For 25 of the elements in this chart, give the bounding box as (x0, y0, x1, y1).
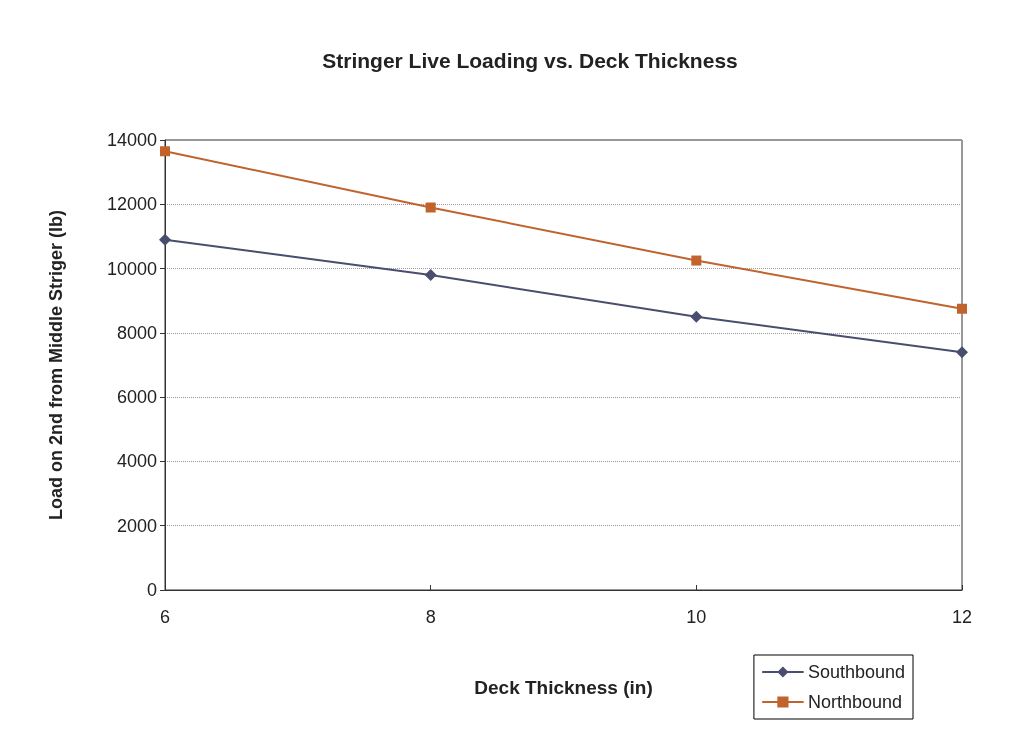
y-tick-label: 4000 (116, 451, 157, 472)
chart-title: Stringer Live Loading vs. Deck Thickness (322, 49, 738, 72)
legend-label: Northbound (807, 692, 902, 712)
point (956, 346, 968, 359)
point (691, 255, 702, 266)
x-tick-label: 12 (951, 607, 973, 627)
y-tick-label: 8000 (116, 322, 157, 343)
y-tick-label: 2000 (116, 515, 157, 536)
point (424, 269, 437, 281)
point (690, 310, 703, 323)
point (160, 146, 170, 157)
y-tick-label: 0 (146, 580, 157, 600)
y-tick-label: 10000 (106, 258, 157, 279)
x-tick-label: 8 (425, 607, 436, 627)
y-axis-title: Load on 2nd from Middle Striger (lb) (46, 210, 66, 520)
x-tick-label: 10 (686, 607, 707, 627)
y-tick-label: 14000 (106, 130, 157, 150)
point (159, 233, 171, 246)
legend-label: Southbound (807, 662, 905, 682)
point (425, 202, 436, 213)
x-axis-title: Deck Thickness (in) (474, 677, 653, 698)
point (957, 303, 967, 314)
x-tick-label: 6 (159, 607, 171, 627)
y-tick-label: 6000 (116, 387, 157, 408)
y-tick-label: 12000 (106, 194, 157, 215)
